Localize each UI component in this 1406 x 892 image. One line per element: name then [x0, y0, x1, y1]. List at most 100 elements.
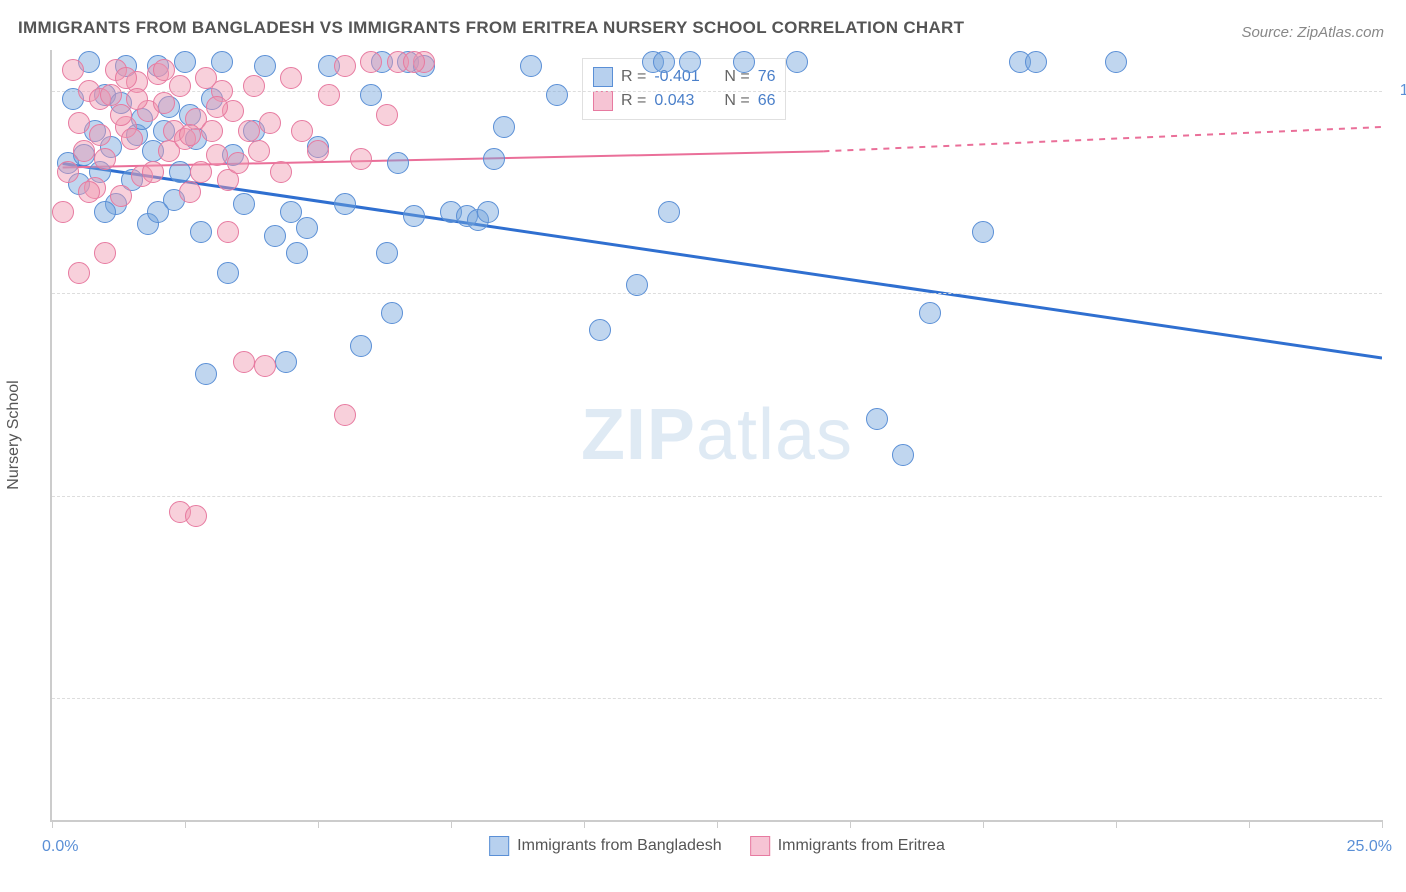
scatter-point-bangladesh [296, 217, 318, 239]
scatter-point-eritrea [142, 161, 164, 183]
scatter-point-bangladesh [483, 148, 505, 170]
scatter-point-bangladesh [334, 193, 356, 215]
scatter-point-eritrea [334, 55, 356, 77]
scatter-point-eritrea [254, 355, 276, 377]
scatter-point-eritrea [179, 181, 201, 203]
scatter-point-eritrea [68, 112, 90, 134]
scatter-point-bangladesh [892, 444, 914, 466]
scatter-point-eritrea [233, 351, 255, 373]
xtick [318, 820, 319, 828]
xaxis-min-label: 0.0% [42, 838, 78, 856]
scatter-point-bangladesh [520, 55, 542, 77]
scatter-point-eritrea [190, 161, 212, 183]
scatter-point-bangladesh [866, 408, 888, 430]
scatter-point-bangladesh [1025, 51, 1047, 73]
scatter-point-eritrea [201, 120, 223, 142]
xtick [1382, 820, 1383, 828]
legend-item-bangladesh: Immigrants from Bangladesh [489, 836, 722, 856]
scatter-point-eritrea [217, 221, 239, 243]
scatter-point-bangladesh [217, 262, 239, 284]
scatter-point-eritrea [100, 84, 122, 106]
scatter-point-bangladesh [477, 201, 499, 223]
scatter-point-eritrea [243, 75, 265, 97]
legend-series: Immigrants from Bangladesh Immigrants fro… [489, 836, 945, 856]
scatter-point-eritrea [57, 161, 79, 183]
scatter-point-eritrea [350, 148, 372, 170]
source-label: Source: ZipAtlas.com [1241, 24, 1384, 41]
scatter-point-bangladesh [211, 51, 233, 73]
chart-title: IMMIGRANTS FROM BANGLADESH VS IMMIGRANTS… [18, 18, 964, 38]
scatter-point-bangladesh [169, 161, 191, 183]
scatter-point-eritrea [94, 148, 116, 170]
scatter-point-eritrea [403, 51, 425, 73]
scatter-point-eritrea [153, 92, 175, 114]
scatter-point-bangladesh [493, 116, 515, 138]
legend-stats-row-eritrea: R = 0.043N = 66 [593, 89, 775, 113]
scatter-point-eritrea [179, 124, 201, 146]
legend-label: Immigrants from Eritrea [778, 837, 945, 855]
watermark: ZIPatlas [581, 394, 853, 476]
scatter-point-bangladesh [403, 205, 425, 227]
ytick-label: 95.0% [1394, 284, 1406, 302]
scatter-point-bangladesh [286, 242, 308, 264]
scatter-point-bangladesh [174, 51, 196, 73]
scatter-point-eritrea [270, 161, 292, 183]
scatter-point-bangladesh [387, 152, 409, 174]
scatter-point-eritrea [227, 152, 249, 174]
scatter-point-eritrea [153, 59, 175, 81]
scatter-point-bangladesh [653, 51, 675, 73]
scatter-point-eritrea [206, 96, 228, 118]
scatter-point-eritrea [248, 140, 270, 162]
xtick [584, 820, 585, 828]
scatter-point-eritrea [52, 201, 74, 223]
scatter-point-bangladesh [195, 363, 217, 385]
scatter-point-eritrea [307, 140, 329, 162]
scatter-point-bangladesh [679, 51, 701, 73]
scatter-point-eritrea [169, 75, 191, 97]
scatter-point-bangladesh [264, 225, 286, 247]
scatter-point-eritrea [206, 144, 228, 166]
scatter-point-bangladesh [350, 335, 372, 357]
scatter-point-eritrea [115, 67, 137, 89]
scatter-point-bangladesh [275, 351, 297, 373]
scatter-point-eritrea [185, 505, 207, 527]
scatter-point-bangladesh [589, 319, 611, 341]
plot-area: Nursery School 0.0% 25.0% ZIPatlas R = -… [50, 50, 1382, 822]
xtick [52, 820, 53, 828]
scatter-point-bangladesh [733, 51, 755, 73]
scatter-point-eritrea [110, 185, 132, 207]
scatter-point-eritrea [360, 51, 382, 73]
gridline [52, 496, 1382, 497]
scatter-point-eritrea [121, 128, 143, 150]
scatter-point-bangladesh [658, 201, 680, 223]
scatter-point-eritrea [259, 112, 281, 134]
scatter-point-eritrea [89, 124, 111, 146]
scatter-point-eritrea [110, 104, 132, 126]
scatter-point-bangladesh [147, 201, 169, 223]
xtick [717, 820, 718, 828]
scatter-point-eritrea [62, 59, 84, 81]
legend-swatch [489, 836, 509, 856]
scatter-point-eritrea [238, 120, 260, 142]
ytick-label: 100.0% [1394, 82, 1406, 100]
gridline [52, 293, 1382, 294]
scatter-point-bangladesh [546, 84, 568, 106]
scatter-point-bangladesh [360, 84, 382, 106]
scatter-point-bangladesh [190, 221, 212, 243]
xtick [185, 820, 186, 828]
xtick [983, 820, 984, 828]
legend-swatch [750, 836, 770, 856]
scatter-point-bangladesh [94, 201, 116, 223]
scatter-point-bangladesh [233, 193, 255, 215]
scatter-point-bangladesh [972, 221, 994, 243]
scatter-point-eritrea [94, 242, 116, 264]
trend-lines [52, 50, 1382, 820]
scatter-point-bangladesh [254, 55, 276, 77]
scatter-point-eritrea [68, 262, 90, 284]
scatter-point-eritrea [318, 84, 340, 106]
xtick [1249, 820, 1250, 828]
legend-item-eritrea: Immigrants from Eritrea [750, 836, 945, 856]
scatter-point-bangladesh [626, 274, 648, 296]
gridline [52, 698, 1382, 699]
scatter-point-bangladesh [381, 302, 403, 324]
